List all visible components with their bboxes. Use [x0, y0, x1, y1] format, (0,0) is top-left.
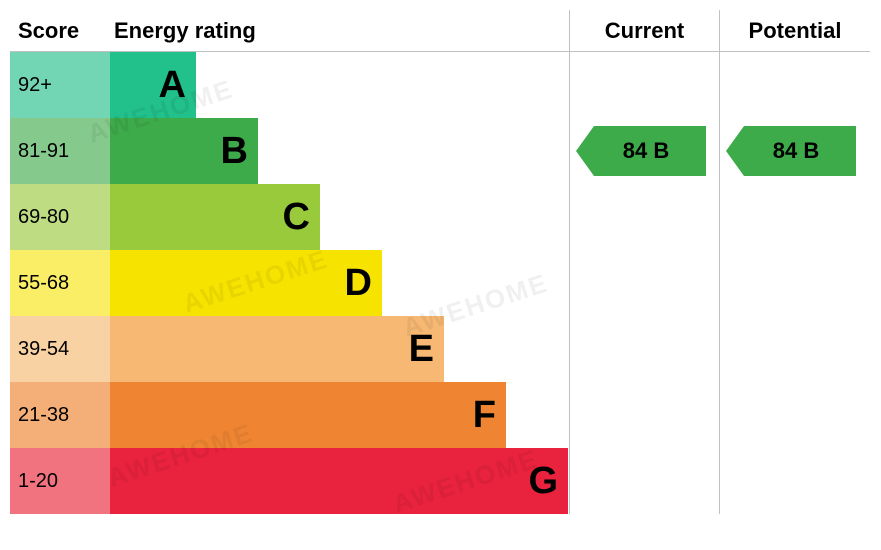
current-cell [570, 382, 720, 448]
bar-cell: A [110, 52, 570, 118]
potential-cell: 84 B [720, 118, 870, 184]
potential-cell [720, 184, 870, 250]
potential-cell [720, 316, 870, 382]
current-cell [570, 448, 720, 514]
energy-rating-chart: Score Energy rating Current Potential 92… [10, 10, 870, 514]
rating-bar-a: A [110, 52, 196, 118]
bar-cell: G [110, 448, 570, 514]
rating-bar-c: C [110, 184, 320, 250]
current-cell [570, 52, 720, 118]
rating-row-f: 21-38F [10, 382, 870, 448]
potential-cell [720, 250, 870, 316]
rating-row-a: 92+A [10, 52, 870, 118]
rating-row-e: 39-54E [10, 316, 870, 382]
bar-cell: D [110, 250, 570, 316]
rating-bar-f: F [110, 382, 506, 448]
score-cell: 21-38 [10, 382, 110, 448]
rating-bar-d: D [110, 250, 382, 316]
potential-cell [720, 448, 870, 514]
current-arrow-label: 84 B [613, 138, 669, 164]
score-cell: 55-68 [10, 250, 110, 316]
bar-cell: E [110, 316, 570, 382]
rating-bar-e: E [110, 316, 444, 382]
score-cell: 92+ [10, 52, 110, 118]
score-cell: 69-80 [10, 184, 110, 250]
header-row: Score Energy rating Current Potential [10, 10, 870, 52]
rating-row-c: 69-80C [10, 184, 870, 250]
header-score: Score [10, 10, 110, 51]
current-arrow: 84 B [576, 126, 706, 176]
bar-cell: C [110, 184, 570, 250]
current-cell [570, 250, 720, 316]
rating-bar-b: B [110, 118, 258, 184]
current-cell: 84 B [570, 118, 720, 184]
rating-row-d: 55-68D [10, 250, 870, 316]
rating-rows: 92+A81-91B 84 B 84 B 69-80C55-68D39-54E21-3… [10, 52, 870, 514]
bar-cell: F [110, 382, 570, 448]
rating-bar-g: G [110, 448, 568, 514]
potential-cell [720, 52, 870, 118]
score-cell: 1-20 [10, 448, 110, 514]
potential-arrow-label: 84 B [763, 138, 819, 164]
current-cell [570, 316, 720, 382]
potential-cell [720, 382, 870, 448]
current-cell [570, 184, 720, 250]
rating-row-g: 1-20G [10, 448, 870, 514]
rating-row-b: 81-91B 84 B 84 B [10, 118, 870, 184]
score-cell: 39-54 [10, 316, 110, 382]
score-cell: 81-91 [10, 118, 110, 184]
header-potential: Potential [720, 10, 870, 51]
bar-cell: B [110, 118, 570, 184]
header-current: Current [570, 10, 720, 51]
header-rating: Energy rating [110, 10, 570, 51]
potential-arrow: 84 B [726, 126, 856, 176]
